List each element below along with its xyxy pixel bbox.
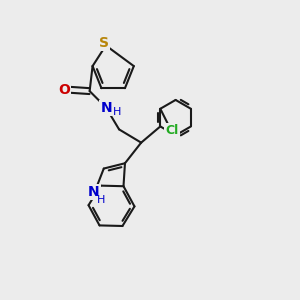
Text: O: O xyxy=(58,82,70,97)
Text: H: H xyxy=(113,107,121,117)
Text: N: N xyxy=(88,185,100,199)
Text: S: S xyxy=(99,35,110,50)
Text: H: H xyxy=(97,195,106,205)
Text: Cl: Cl xyxy=(166,124,179,137)
Text: N: N xyxy=(100,101,112,115)
